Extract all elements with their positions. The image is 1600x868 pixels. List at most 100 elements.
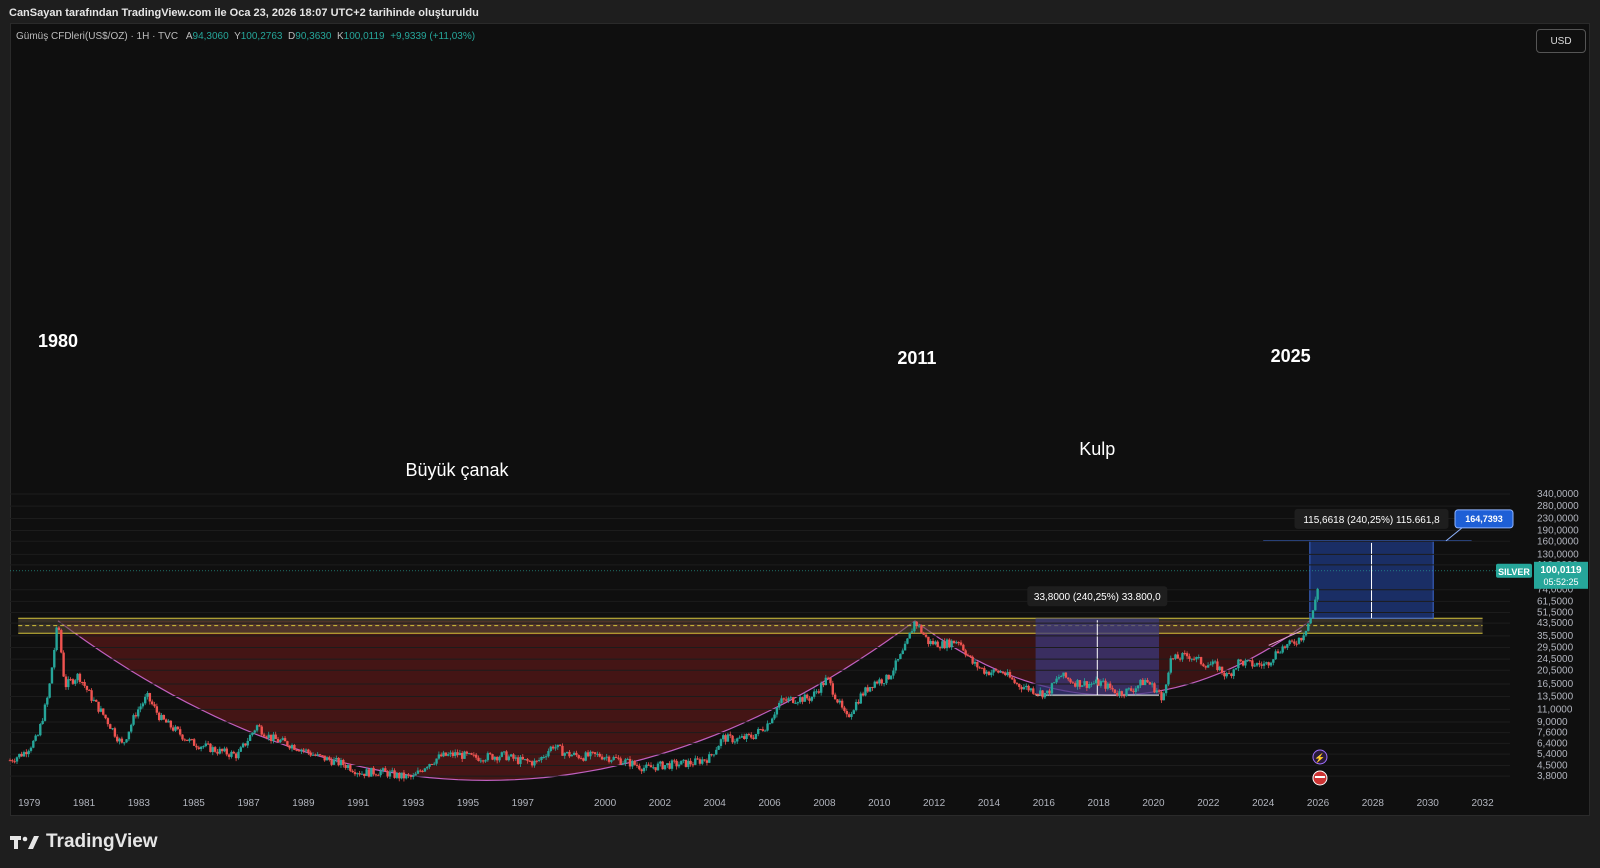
candle-body [740,736,744,738]
candle-body [649,765,653,768]
y-tick-label: 29,5000 [1537,642,1574,653]
candle-body [607,756,611,762]
candle-body [69,679,72,681]
candle-body [209,743,212,753]
y-tick-label: 51,5000 [1537,607,1574,618]
candle-body [985,671,988,674]
candle-body [743,736,746,739]
candle-body [563,753,566,756]
candle-body [530,761,534,766]
candle-body [703,759,706,761]
candle-body [232,751,235,754]
candle-body [1164,684,1168,694]
candle-body [514,757,518,759]
candle-body [948,639,951,648]
candle-body [48,683,51,698]
candle-body [248,734,252,741]
candle-body [391,770,394,772]
candle-body [847,714,851,717]
last-price-badge [1534,561,1588,589]
candle-body [1213,661,1217,663]
candle-body [255,725,259,731]
candle-body [134,715,138,717]
target-price-pointer [1445,527,1463,542]
candle-body [922,632,925,635]
candle-body [365,769,368,776]
y-tick-label: 340,0000 [1537,489,1579,500]
candle-body [747,733,751,735]
candle-body [1265,662,1268,664]
candle-body [1011,677,1014,680]
candle-body [1188,656,1191,659]
y-tick-label: 3,8000 [1537,771,1568,782]
candle-body [880,679,883,684]
candle-body [1076,680,1079,687]
candle-body [283,738,287,742]
candle-body [736,738,739,742]
candle-body [994,669,998,671]
candle-body [153,704,156,707]
candle-body [952,640,956,644]
candle-body [589,751,592,757]
candle-body [1108,683,1112,688]
candles-group [8,587,1319,782]
x-tick-label: 2010 [868,798,891,809]
candle-body [612,757,615,761]
candle-body [1022,687,1026,690]
candle-body [773,714,776,719]
candle-body [544,756,548,758]
candle-body [1006,672,1009,676]
x-tick-label: 2028 [1362,798,1385,809]
candle-body [1227,673,1231,675]
candle-body [852,710,855,714]
legend-high-label: Y [234,31,241,42]
candle-body [451,752,455,756]
y-tick-label: 9,0000 [1537,717,1568,728]
candle-body [1251,660,1254,667]
candle-body [1185,653,1189,657]
x-tick-label: 1991 [347,798,370,809]
currency-selector[interactable]: USD [1536,29,1586,53]
candle-body [528,760,531,762]
candle-body [470,753,473,755]
candle-body [829,677,832,684]
candle-body [1169,658,1172,673]
tradingview-logo[interactable]: TradingView [10,831,158,853]
candle-body [603,757,606,760]
candle-body [631,760,634,767]
symbol-badge [1496,563,1532,578]
candle-body [337,757,340,766]
candle-body [106,718,110,725]
candle-body [1316,588,1319,600]
candle-body [8,760,12,762]
candle-body [307,749,310,753]
candle-body [444,752,448,756]
candle-body [90,690,93,701]
candle-body [887,674,890,680]
annotation-year-1980: 1980 [38,331,78,351]
candle-body [171,727,175,731]
candle-body [1064,672,1068,678]
legend-change: +9,9339 (+11,03%) [390,31,476,42]
candle-body [174,726,177,731]
candle-body [130,724,133,732]
candle-body [1155,690,1159,693]
candle-body [18,753,21,758]
candle-body [908,632,911,639]
candle-body [398,772,401,779]
candle-body [498,756,501,761]
candle-body [591,751,594,753]
candle-body [1258,663,1261,665]
candle-body [656,763,660,771]
candle-body [36,735,40,737]
candle-body [474,754,478,758]
candle-body [731,735,734,743]
candle-body [668,763,671,769]
candle-body [388,771,392,777]
candle-body [836,699,839,703]
candle-body [666,763,669,766]
candle-body [141,703,145,707]
candle-body [486,753,490,761]
candle-body [330,759,333,765]
y-tick-label: 74,0000 [1537,585,1574,596]
